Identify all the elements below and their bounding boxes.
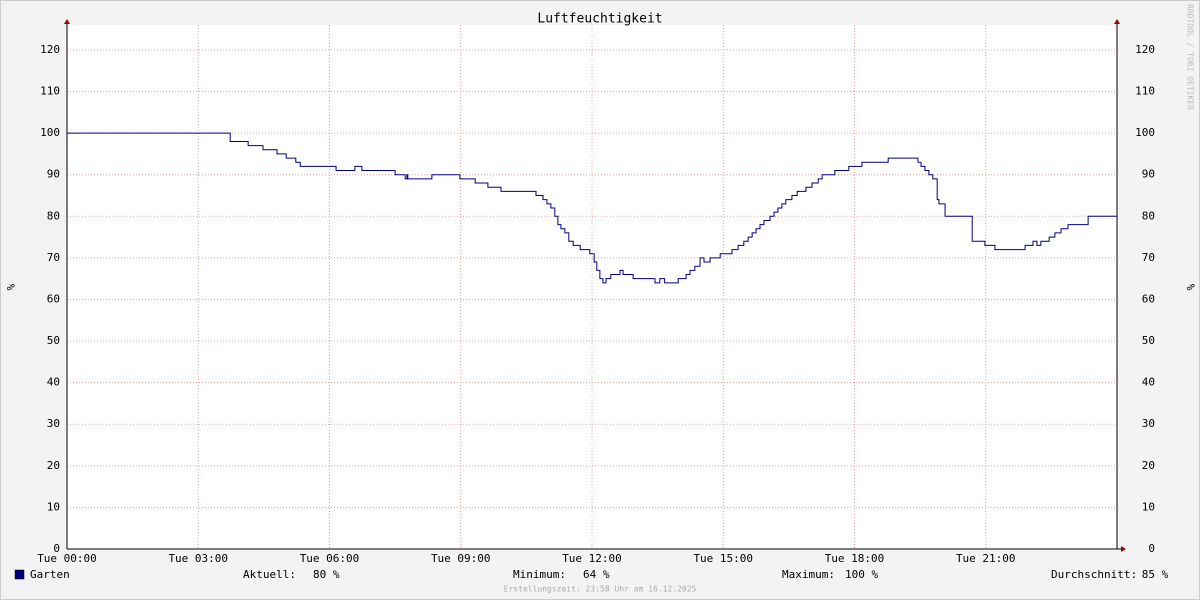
y2-tick-label: 10 bbox=[1142, 500, 1155, 513]
y2-tick-label: 0 bbox=[1148, 542, 1155, 555]
arrow bbox=[64, 19, 70, 24]
y2-tick-label: 40 bbox=[1142, 376, 1155, 389]
x-tick-label: Tue 12:00 bbox=[562, 552, 622, 565]
y2-tick-label: 100 bbox=[1135, 126, 1155, 139]
y2-tick-label: 30 bbox=[1142, 417, 1155, 430]
x-tick-label: Tue 00:00 bbox=[37, 552, 97, 565]
y2-tick-label: 70 bbox=[1142, 251, 1155, 264]
stat-value: 64 % bbox=[583, 568, 610, 581]
y2-tick-label: 90 bbox=[1142, 168, 1155, 181]
y-tick-label: 30 bbox=[47, 417, 60, 430]
x-tick-label: Tue 09:00 bbox=[431, 552, 491, 565]
y2-tick-label: 50 bbox=[1142, 334, 1155, 347]
y-tick-label: 20 bbox=[47, 459, 60, 472]
y-tick-label: 0 bbox=[53, 542, 60, 555]
data-line bbox=[67, 132, 1117, 284]
legend-label: Garten bbox=[30, 568, 70, 581]
stat-value: 80 % bbox=[313, 568, 340, 581]
stat-label: Durchschnitt: bbox=[1051, 568, 1137, 581]
y-tick-label: 90 bbox=[47, 168, 60, 181]
y-axis-label: % bbox=[4, 284, 17, 291]
stat-label: Minimum: bbox=[513, 568, 566, 581]
stat-value: 85 % bbox=[1142, 568, 1169, 581]
x-tick-label: Tue 15:00 bbox=[693, 552, 753, 565]
stat-value: 100 % bbox=[845, 568, 878, 581]
stat-label: Aktuell: bbox=[243, 568, 296, 581]
y2-tick-label: 80 bbox=[1142, 209, 1155, 222]
y2-tick-label: 60 bbox=[1142, 292, 1155, 305]
y2-tick-label: 120 bbox=[1135, 43, 1155, 56]
y-tick-label: 70 bbox=[47, 251, 60, 264]
arrow bbox=[1114, 19, 1120, 24]
y-tick-label: 10 bbox=[47, 500, 60, 513]
x-tick-label: Tue 21:00 bbox=[956, 552, 1016, 565]
y-tick-label: 60 bbox=[47, 292, 60, 305]
legend-swatch bbox=[14, 569, 25, 580]
y2-tick-label: 20 bbox=[1142, 459, 1155, 472]
y-tick-label: 40 bbox=[47, 376, 60, 389]
x-tick-label: Tue 03:00 bbox=[168, 552, 228, 565]
y-tick-label: 120 bbox=[40, 43, 60, 56]
y2-axis-label: % bbox=[1184, 284, 1197, 291]
x-tick-label: Tue 06:00 bbox=[300, 552, 360, 565]
stat-label: Maximum: bbox=[782, 568, 835, 581]
x-tick-label: Tue 18:00 bbox=[825, 552, 885, 565]
y2-tick-label: 110 bbox=[1135, 85, 1155, 98]
watermark: RRDTOOL / TOBI OETIKER bbox=[1186, 4, 1195, 110]
y-tick-label: 50 bbox=[47, 334, 60, 347]
chart-title: Luftfeuchtigkeit bbox=[537, 12, 662, 27]
y-tick-label: 110 bbox=[40, 85, 60, 98]
arrow bbox=[1121, 546, 1126, 552]
y-tick-label: 100 bbox=[40, 126, 60, 139]
y-tick-label: 80 bbox=[47, 209, 60, 222]
footer: Erstellungszeit: 23:58 Uhr am 16.12.2025 bbox=[504, 585, 697, 594]
